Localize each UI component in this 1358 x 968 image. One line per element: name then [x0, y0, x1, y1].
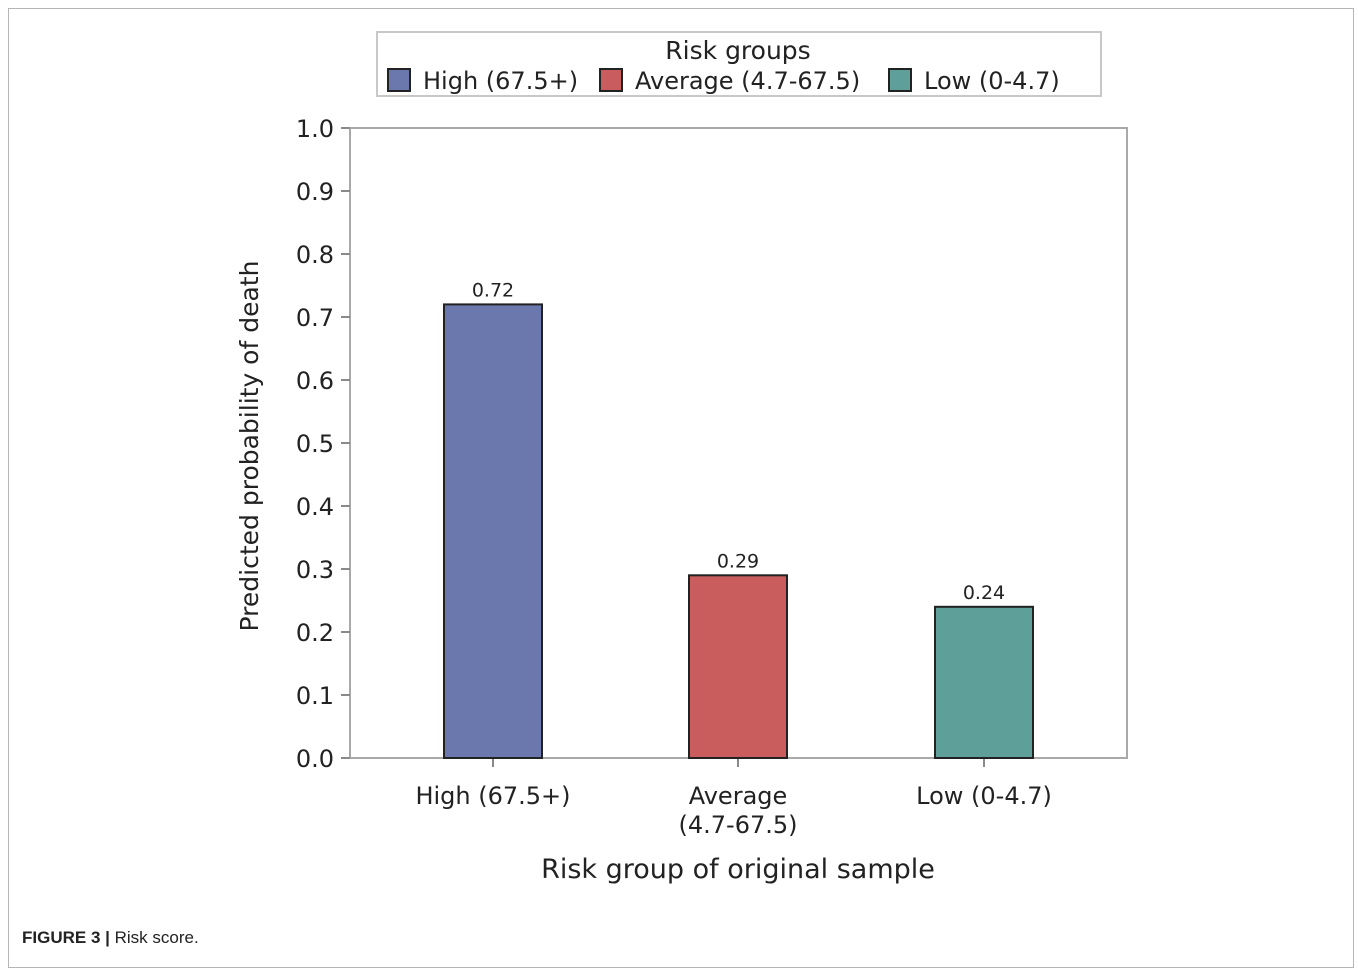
y-tick-label: 0.5 [296, 430, 334, 458]
y-tick-label: 0.4 [296, 493, 334, 521]
y-tick-label: 0.9 [296, 178, 334, 206]
x-axis: High (67.5+) Average (4.7-67.5) Low (0-4.7) [415, 758, 1052, 839]
bar [443, 303, 543, 759]
y-axis: 0.0 0.1 0.2 0.3 0.4 0.5 0.6 0.7 0.8 0.9 1.0 [296, 115, 350, 773]
bar [688, 574, 788, 759]
x-axis-title: Risk group of original sample [541, 854, 935, 885]
y-tick-label: 0.3 [296, 556, 334, 584]
bar-value-label: 0.72 [472, 279, 514, 301]
bar [934, 605, 1034, 759]
legend-title: Risk groups [665, 36, 810, 65]
legend-swatch [888, 68, 912, 92]
legend-box [376, 31, 1102, 97]
x-tick-label: Low (0-4.7) [916, 782, 1052, 810]
figure-label: FIGURE 3 [22, 928, 101, 947]
bar-value-label: 0.24 [963, 582, 1005, 604]
legend-swatch [599, 68, 623, 92]
y-tick-label: 0.1 [296, 682, 334, 710]
y-tick-label: 1.0 [296, 115, 334, 143]
bars [443, 303, 1034, 759]
legend-entry: Average (4.7-67.5) [635, 67, 860, 95]
legend-entry: Low (0-4.7) [924, 67, 1060, 95]
y-axis-title: Predicted probability of death [235, 261, 264, 632]
bar-value-label: 0.29 [717, 550, 759, 572]
x-tick-label: High (67.5+) [415, 782, 570, 810]
y-tick-label: 0.6 [296, 367, 334, 395]
caption-separator: | [100, 928, 115, 947]
legend-swatch [387, 68, 411, 92]
y-tick-label: 0.0 [296, 745, 334, 773]
y-tick-label: 0.2 [296, 619, 334, 647]
y-tick-label: 0.8 [296, 241, 334, 269]
bar-value-labels: 0.72 0.29 0.24 [472, 279, 1005, 603]
y-tick-label: 0.7 [296, 304, 334, 332]
legend: Risk groups High (67.5+) Average (4.7-67.… [376, 31, 1102, 97]
figure-caption: FIGURE 3 | Risk score. [22, 928, 199, 948]
bar-chart: 0.0 0.1 0.2 0.3 0.4 0.5 0.6 0.7 0.8 0.9 1.0 High (… [235, 31, 1128, 885]
caption-text: Risk score. [114, 928, 199, 947]
legend-entry: High (67.5+) [423, 67, 578, 95]
x-tick-label: Average (4.7-67.5) [679, 782, 798, 839]
